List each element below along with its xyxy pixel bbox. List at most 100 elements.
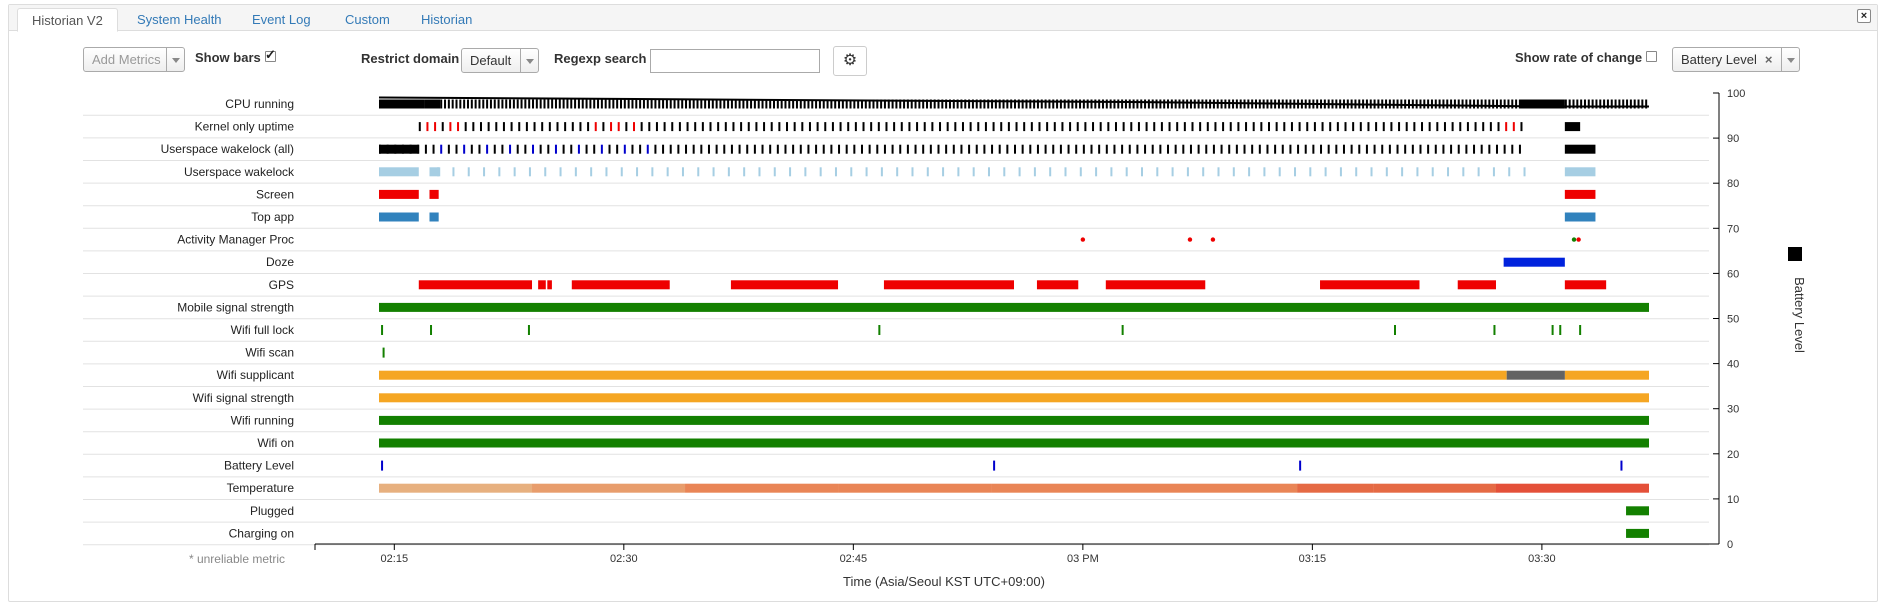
timeline-tick	[850, 167, 853, 177]
timeline-tick	[1492, 167, 1495, 177]
timeline-tick	[539, 144, 542, 154]
timeline-tick	[386, 144, 389, 154]
timeline-tick	[651, 167, 654, 177]
timeline-tick	[1168, 122, 1171, 132]
row-label: Wifi signal strength	[193, 391, 294, 405]
timeline-tick	[838, 99, 841, 109]
timeline-tick	[1523, 167, 1526, 177]
timeline-tick	[562, 99, 565, 109]
timeline-tick	[623, 99, 626, 109]
add-metrics-placeholder: Add Metrics	[92, 52, 161, 67]
timeline-tick	[440, 99, 443, 109]
timeline-tick	[493, 144, 496, 154]
timeline-tick	[509, 144, 512, 154]
show-rate-of-change-label: Show rate of change	[1515, 50, 1643, 65]
tab-historian[interactable]: Historian	[421, 12, 473, 27]
timeline-tick	[566, 99, 569, 109]
timeline-tick	[1344, 122, 1347, 132]
tab-custom[interactable]: Custom	[345, 12, 390, 27]
timeline-tick	[1551, 325, 1554, 335]
timeline-tick	[822, 99, 825, 109]
timeline-tick	[1117, 99, 1120, 109]
timeline-bar	[1506, 370, 1565, 380]
timeline-tick	[1339, 167, 1342, 177]
add-metrics-select[interactable]: Add Metrics	[83, 47, 185, 72]
tab-system-health[interactable]: System Health	[137, 12, 222, 27]
timeline-tick	[685, 144, 688, 154]
timeline-tick	[1350, 144, 1353, 154]
timeline-tick	[1132, 99, 1135, 109]
timeline-dot	[1210, 237, 1216, 242]
timeline-tick	[972, 167, 975, 177]
timeline-tick	[1312, 144, 1315, 154]
timeline-tick	[639, 99, 642, 109]
timeline-tick	[1289, 144, 1292, 154]
timeline-tick	[1394, 325, 1396, 335]
timeline-tick	[1021, 99, 1024, 109]
timeline-tick	[1473, 99, 1476, 109]
timeline-tick	[992, 122, 995, 132]
y-tick-label: 60	[1727, 268, 1739, 280]
timeline-tick	[1125, 167, 1128, 177]
tab-historian-v2[interactable]: Historian V2	[17, 8, 118, 32]
timeline-tick	[417, 144, 420, 154]
timeline-tick	[616, 144, 619, 154]
chevron-down-icon	[166, 48, 184, 71]
timeline-tick	[830, 144, 833, 154]
show-rate-of-change-checkbox[interactable]	[1646, 51, 1657, 62]
timeline-tick	[991, 144, 994, 154]
timeline-tick	[1038, 122, 1041, 132]
timeline-tick	[799, 144, 802, 154]
timeline-tick	[426, 122, 429, 132]
regexp-search-input[interactable]	[650, 49, 820, 73]
settings-button[interactable]: ⚙	[833, 46, 867, 76]
timeline-tick	[1130, 122, 1133, 132]
timeline-bar	[1457, 280, 1496, 290]
timeline-tick	[1381, 144, 1384, 154]
timeline-tick	[390, 99, 393, 109]
timeline-tick	[914, 99, 917, 109]
timeline-tick	[707, 144, 710, 154]
y-tick-label: 40	[1727, 359, 1739, 371]
restrict-domain-label: Restrict domain	[361, 51, 460, 66]
timeline-tick	[1297, 144, 1300, 154]
timeline-bar	[418, 280, 533, 290]
restrict-domain-select[interactable]: Default	[461, 48, 539, 73]
timeline-tick	[547, 144, 550, 154]
timeline-tick	[1327, 144, 1330, 154]
timeline-tick	[941, 99, 944, 109]
timeline-tick	[662, 144, 665, 154]
timeline-tick	[1507, 99, 1510, 109]
timeline-tick	[1645, 99, 1648, 109]
timeline-tick	[795, 99, 798, 109]
unreliable-metric-footnote: * unreliable metric	[189, 552, 285, 566]
timeline-tick	[636, 167, 639, 177]
timeline-bar	[1564, 280, 1607, 290]
timeline-tick	[899, 144, 902, 154]
timeline-bar	[838, 483, 992, 493]
timeline-tick	[1113, 144, 1116, 154]
timeline-tick	[516, 99, 519, 109]
timeline-tick	[1283, 122, 1286, 132]
timeline-tick	[1040, 99, 1043, 109]
y-tick-label: 80	[1727, 178, 1739, 190]
timeline-tick	[648, 122, 651, 132]
timeline-tick	[1401, 167, 1404, 177]
chevron-down-icon	[520, 49, 538, 72]
metric-select[interactable]: Battery Level ×	[1672, 47, 1800, 72]
tab-event-log[interactable]: Event Log	[252, 12, 311, 27]
close-icon[interactable]: ×	[1857, 9, 1871, 23]
timeline-tick	[910, 99, 913, 109]
timeline-tick	[532, 144, 535, 154]
chip-remove-icon[interactable]: ×	[1764, 52, 1773, 67]
timeline-tick	[520, 99, 523, 109]
timeline-tick	[437, 167, 440, 177]
timeline-tick	[381, 460, 384, 471]
timeline-tick	[1163, 99, 1166, 109]
timeline-tick	[1121, 144, 1124, 154]
timeline-tick	[1268, 122, 1270, 132]
timeline-tick	[979, 99, 982, 109]
timeline-tick	[1428, 122, 1431, 132]
show-bars-checkbox[interactable]: ✓	[265, 47, 276, 62]
timeline-tick	[1511, 99, 1514, 109]
